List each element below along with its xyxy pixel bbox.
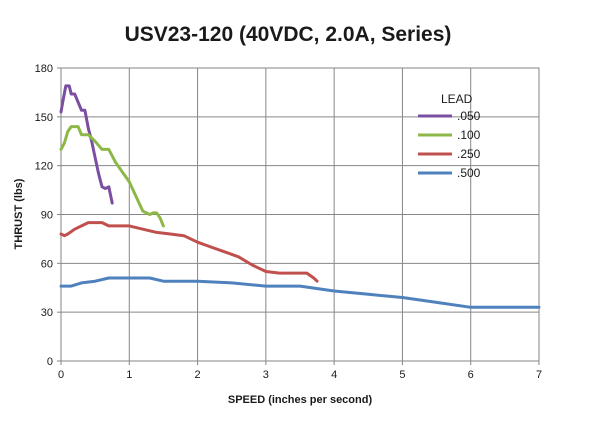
legend-title: LEAD: [441, 92, 473, 106]
legend-items: .050 .100 .250 .500: [418, 109, 481, 180]
grid-layer: [60, 67, 540, 362]
series-line-lead-050: [59, 84, 114, 205]
chart-title: USV23-120 (40VDC, 2.0A, Series): [125, 23, 452, 46]
y-axis-label: THRUST (lbs): [13, 178, 25, 249]
y-tick-label: 150: [35, 112, 53, 124]
series-line-lead-100: [59, 125, 165, 228]
series-layer: [59, 84, 541, 309]
legend-label-lead-100: .100: [457, 128, 481, 142]
legend-label-lead-250: .250: [457, 147, 481, 161]
x-tick-label: 3: [263, 369, 269, 381]
legend: LEAD .050 .100 .250 .500: [418, 92, 481, 180]
x-tick-label: 2: [195, 369, 201, 381]
y-tick-label: 90: [41, 210, 53, 222]
x-tick-label: 4: [331, 369, 337, 381]
y-tick-label: 30: [41, 307, 53, 319]
legend-label-lead-050: .050: [457, 109, 481, 123]
x-tick-label: 1: [126, 369, 132, 381]
y-tick-label: 60: [41, 258, 53, 270]
x-axis-label: SPEED (inches per second): [228, 394, 373, 406]
axis-layer: 0 30 60 90 120 150 180 0 1 2 3 4 5 6 7: [35, 63, 542, 381]
x-tick-label: 0: [58, 369, 64, 381]
legend-label-lead-500: .500: [457, 166, 481, 180]
x-tick-label: 6: [468, 369, 474, 381]
x-tick-label: 7: [536, 369, 542, 381]
y-tick-label: 0: [47, 356, 53, 368]
y-tick-label: 180: [35, 63, 53, 75]
x-tick-label: 5: [399, 369, 405, 381]
series-line-lead-500: [59, 276, 541, 309]
y-tick-label: 120: [35, 161, 53, 173]
series-line-lead-250: [59, 221, 319, 283]
